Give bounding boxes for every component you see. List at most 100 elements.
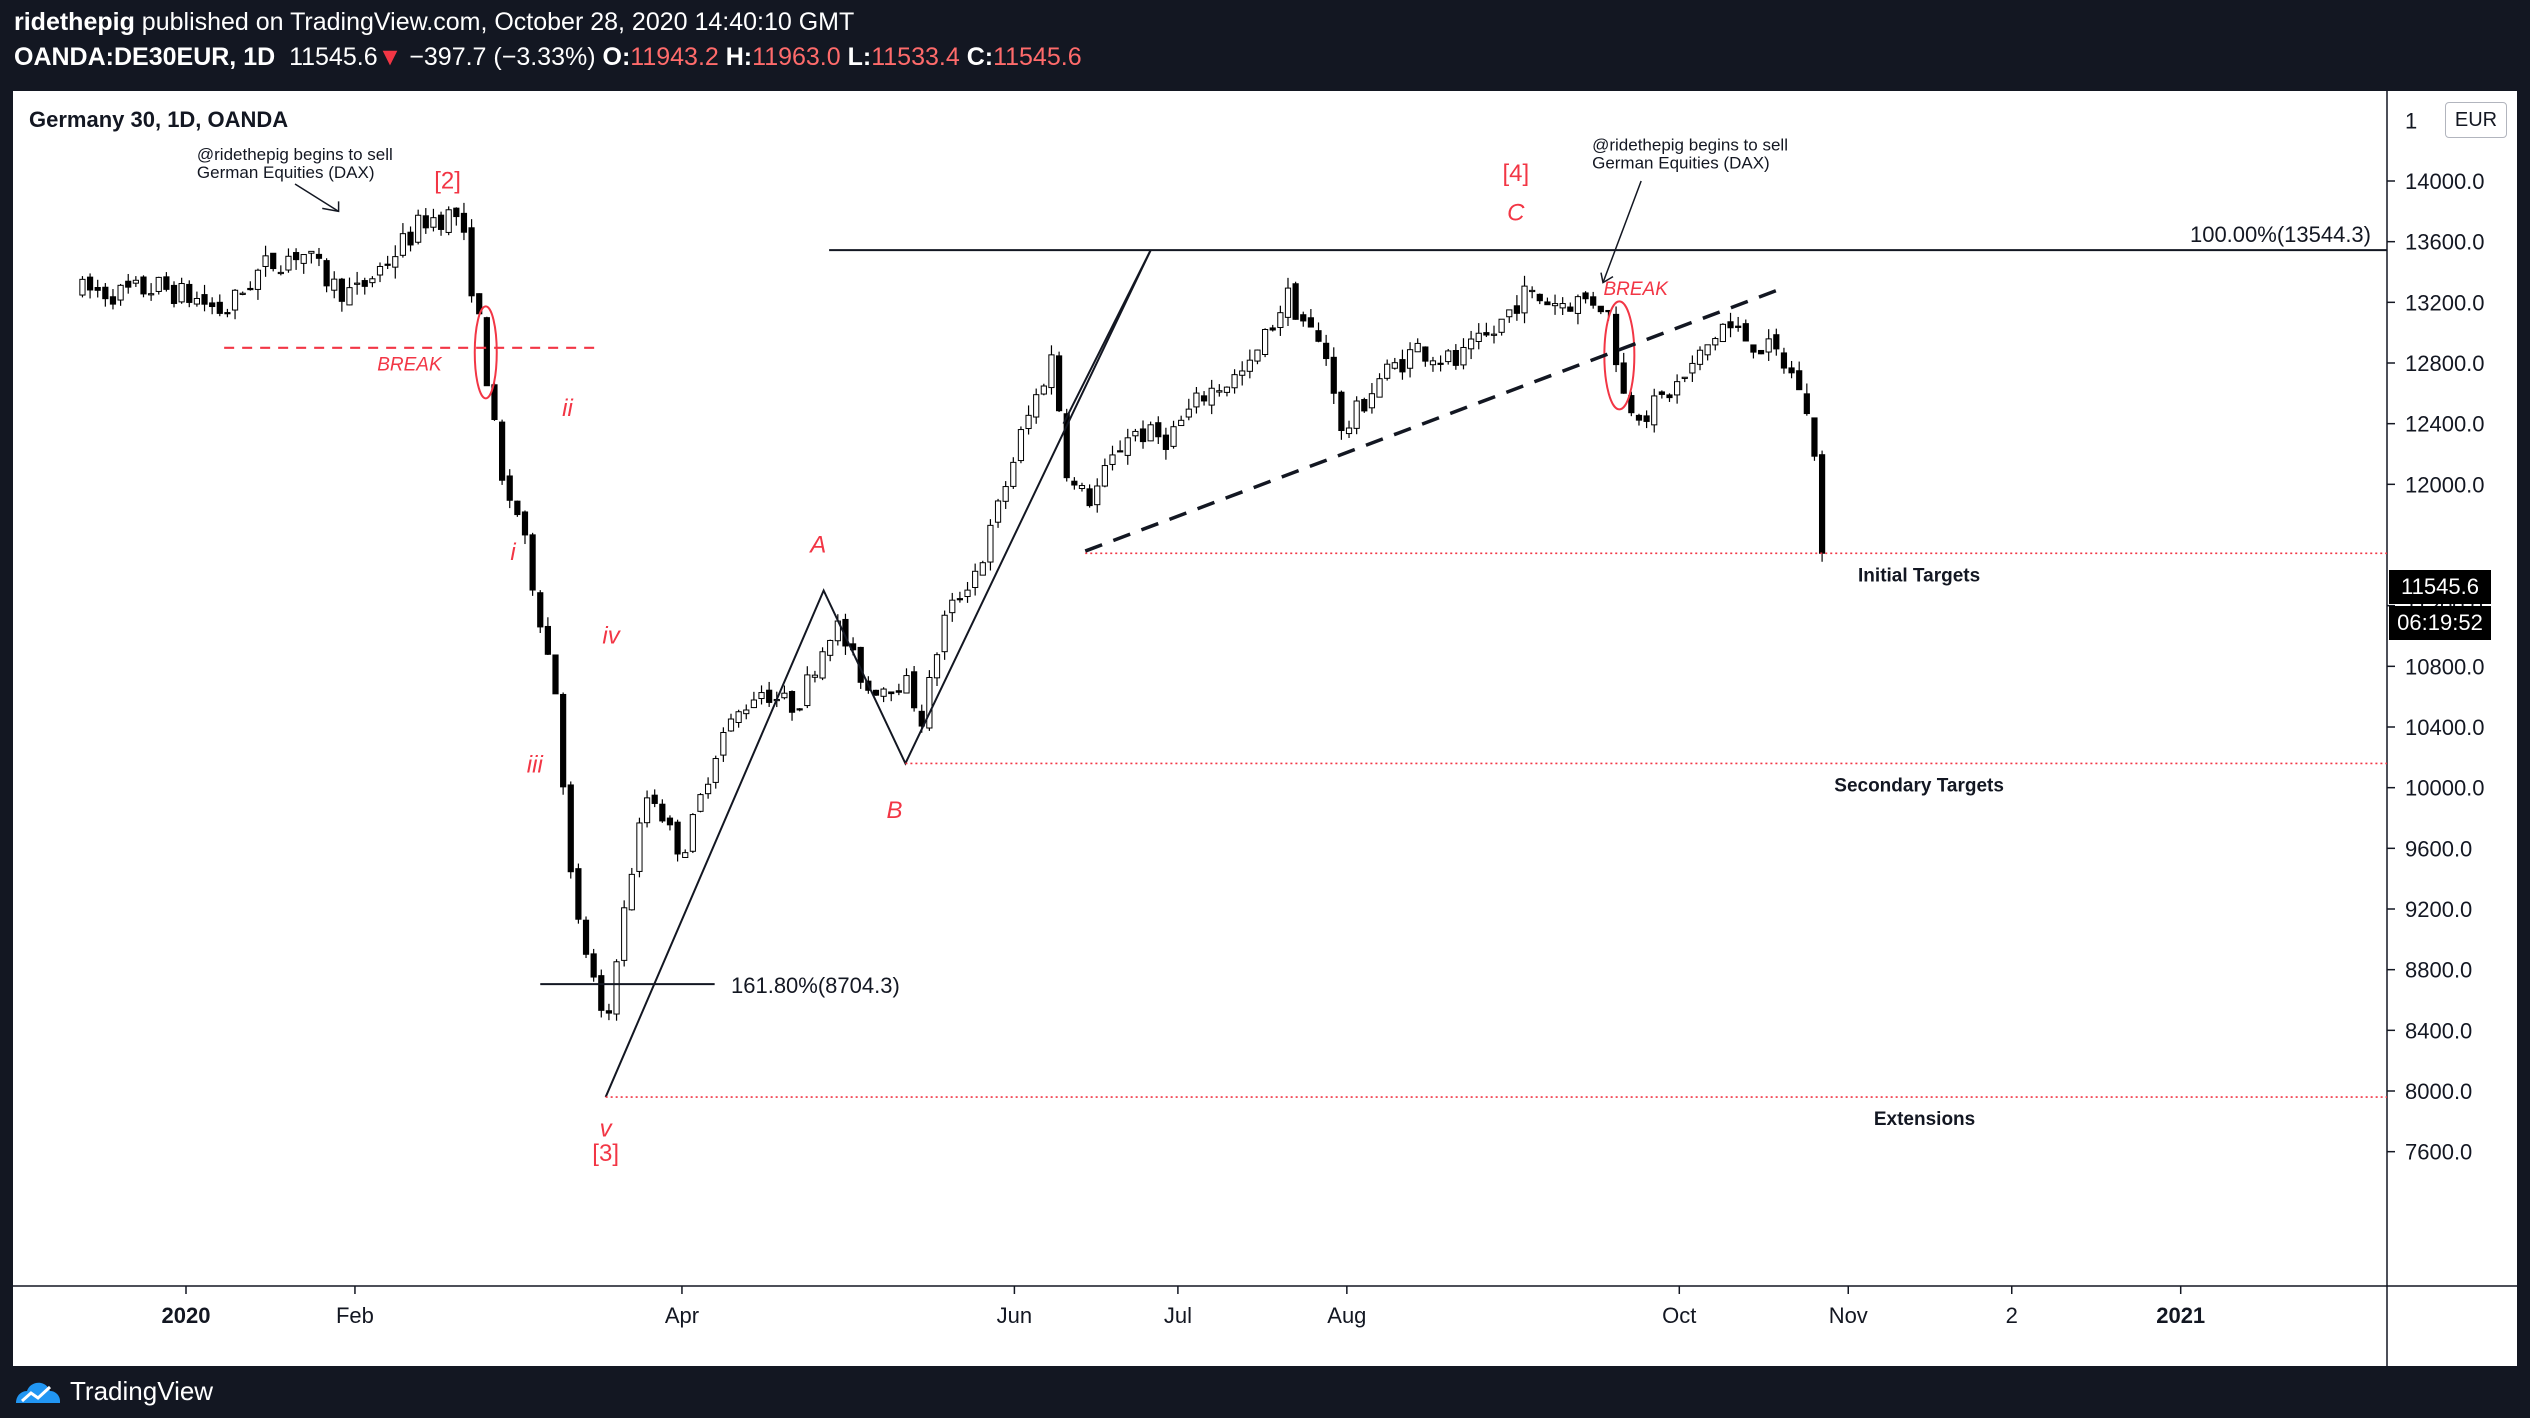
- candle: [529, 532, 536, 596]
- candle-body: [1178, 419, 1185, 427]
- candle-body: [170, 284, 178, 304]
- candle: [819, 647, 826, 681]
- candle-body: [1170, 426, 1177, 447]
- candle-body: [1704, 344, 1711, 356]
- candle: [1551, 294, 1559, 315]
- candle-body: [1757, 349, 1765, 355]
- candle: [1284, 277, 1292, 327]
- candle-body: [521, 511, 529, 536]
- candle: [117, 283, 124, 306]
- candle-body: [1635, 414, 1643, 421]
- candle-body: [415, 214, 422, 243]
- candle: [659, 799, 666, 823]
- candle-body: [437, 214, 445, 230]
- candle-body: [1117, 450, 1124, 453]
- published-text: published on TradingView.com, October 28…: [141, 8, 855, 36]
- candle: [651, 789, 658, 808]
- candle: [804, 666, 811, 709]
- price-chart[interactable]: 7600.0 8000.0 8400.0 8800.0 9200.0 9600.0 1000…: [13, 91, 2517, 1366]
- candle-body: [1422, 346, 1429, 362]
- candle: [1178, 415, 1185, 427]
- candle-body: [994, 500, 1002, 523]
- candle: [766, 681, 773, 707]
- candle-body: [735, 711, 742, 723]
- candle-body: [132, 279, 139, 284]
- candle-body: [788, 691, 796, 713]
- candle: [292, 248, 300, 270]
- candle-body: [422, 215, 429, 229]
- candle-body: [560, 693, 567, 788]
- author-name[interactable]: ridethepig: [14, 8, 135, 36]
- candle: [1773, 328, 1780, 356]
- wave-label: v: [600, 1116, 614, 1143]
- candle: [1017, 426, 1025, 464]
- candle: [811, 670, 819, 683]
- candle-body: [1551, 303, 1559, 307]
- candle: [1620, 352, 1627, 394]
- candle: [1300, 311, 1307, 327]
- candle-body: [979, 562, 986, 576]
- candle: [598, 969, 605, 1018]
- candle: [1658, 390, 1665, 399]
- candle-body: [575, 868, 582, 920]
- down-arrow-icon: ▼: [377, 43, 403, 71]
- candle-body: [1452, 350, 1459, 366]
- candle: [1628, 391, 1635, 417]
- chart-panel[interactable]: 7600.0 8000.0 8400.0 8800.0 9200.0 9600.0 1000…: [13, 91, 2517, 1366]
- candle: [1040, 383, 1047, 396]
- candle-body: [178, 283, 185, 303]
- publish-info: ridethepig published on TradingView.com,…: [14, 8, 854, 37]
- candle: [1109, 445, 1116, 471]
- wave-label: ii: [562, 395, 573, 422]
- candle: [1170, 420, 1177, 449]
- candle-body: [804, 674, 811, 707]
- open-value: 11943.2: [630, 43, 719, 71]
- candle-body: [1483, 332, 1490, 336]
- candle: [361, 277, 368, 295]
- y-tick-label: 12400.0: [2405, 412, 2485, 437]
- candle: [1078, 482, 1086, 492]
- low-label: L:: [847, 43, 872, 71]
- wave-label: A: [808, 532, 826, 559]
- candle: [1803, 383, 1810, 416]
- candle-body: [1735, 325, 1742, 328]
- candle-body: [582, 919, 590, 955]
- candle-body: [933, 654, 941, 679]
- candle: [262, 245, 269, 277]
- footer-brand[interactable]: TradingView: [70, 1376, 214, 1406]
- candle-body: [1513, 305, 1520, 314]
- candle: [758, 685, 765, 705]
- candle-body: [1696, 349, 1704, 365]
- candle-body: [1429, 360, 1437, 366]
- candle: [1063, 408, 1070, 482]
- candle: [1216, 384, 1223, 397]
- candle: [1307, 309, 1314, 328]
- candle-body: [239, 292, 246, 295]
- candle-body: [1674, 381, 1681, 396]
- candle-body: [727, 718, 735, 732]
- candle-body: [117, 284, 124, 301]
- candle-body: [1475, 332, 1482, 342]
- candle-body: [1155, 422, 1162, 438]
- candle: [674, 819, 681, 862]
- candle-body: [224, 312, 231, 315]
- candle: [613, 959, 620, 1021]
- candle-body: [1353, 400, 1360, 429]
- candle-body: [720, 731, 727, 756]
- currency-button[interactable]: EUR: [2445, 102, 2507, 138]
- candle-body: [1376, 378, 1383, 398]
- candle-body: [956, 598, 963, 601]
- candle-body: [651, 794, 658, 804]
- candle-body: [1559, 303, 1566, 309]
- candle-body: [216, 301, 223, 314]
- candle-body: [1010, 461, 1017, 487]
- target-label: Extensions: [1874, 1109, 1975, 1130]
- candle-body: [384, 263, 391, 266]
- candle: [1254, 349, 1261, 365]
- ohlc-bar: OANDA:DE30EUR, 1D 11545.6▼ −397.7 (−3.33…: [14, 43, 1082, 72]
- candle: [1529, 286, 1536, 299]
- candle: [1071, 477, 1078, 490]
- candle: [1544, 297, 1551, 306]
- candle-body: [1521, 285, 1528, 314]
- candle: [193, 291, 201, 307]
